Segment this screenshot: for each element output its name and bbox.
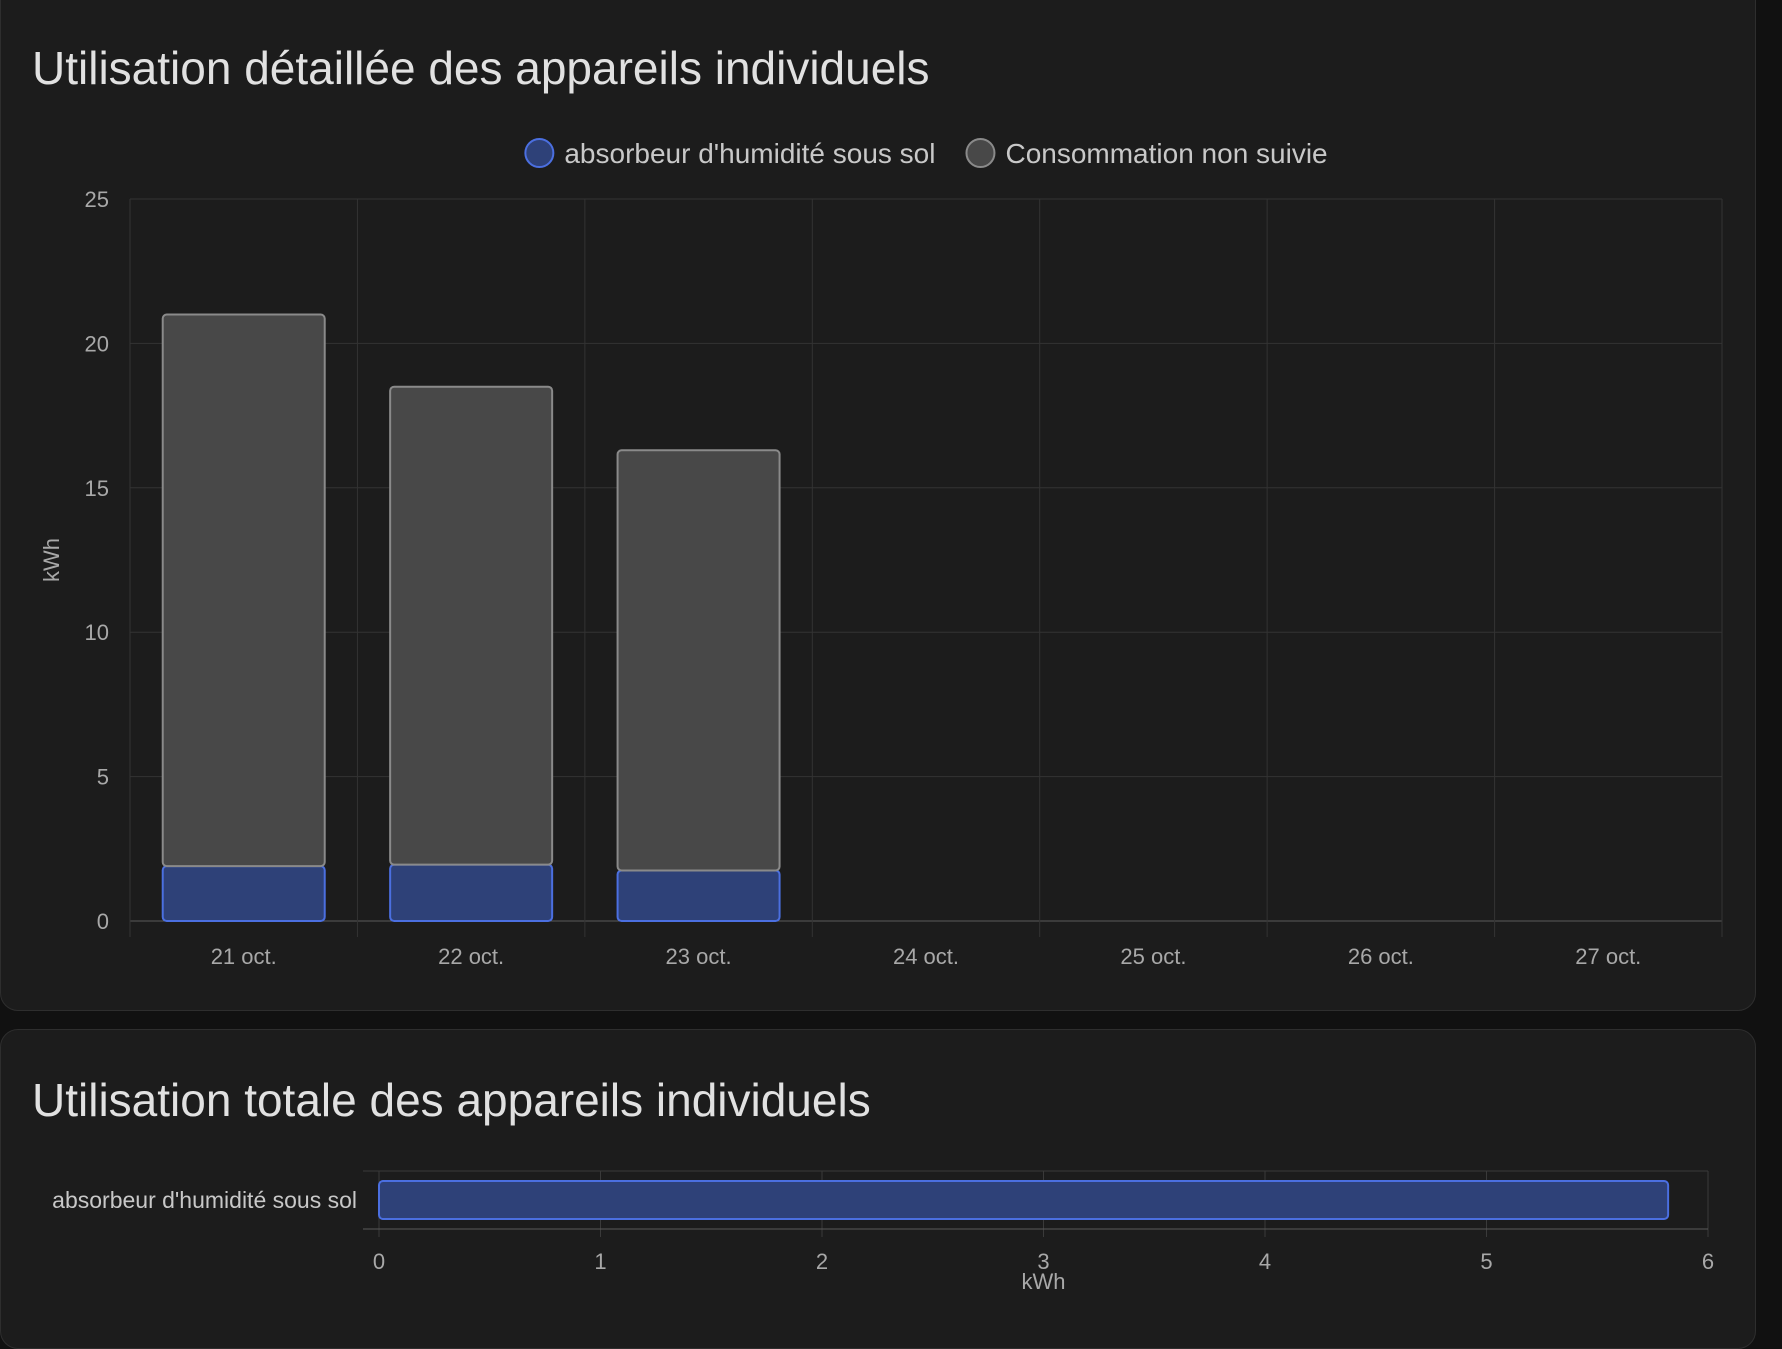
y-tick-label: 5 [97, 765, 109, 790]
detailed-usage-title: Utilisation détaillée des appareils indi… [32, 42, 930, 94]
x-tick-label: 24 oct. [893, 944, 959, 969]
legend-label[interactable]: Consommation non suivie [1005, 138, 1327, 169]
legend-swatch[interactable] [965, 138, 996, 168]
detailed-usage-chart: 0 5 10 15 20 25 kWh 21 oct. 22 oct. 23 oct. 24 oct… [39, 138, 1723, 969]
bar-absorbeur-total[interactable] [378, 1180, 1670, 1220]
y-tick-label: 15 [85, 476, 109, 501]
y-category-label: absorbeur d'humidité sous sol [52, 1187, 357, 1213]
x-tick-label: 27 oct. [1575, 944, 1641, 969]
bar-non-suivie[interactable] [389, 385, 554, 866]
x-tick-label: 6 [1702, 1249, 1714, 1274]
x-tick-label: 3 [1037, 1249, 1049, 1274]
x-tick-label: 0 [373, 1249, 385, 1274]
total-usage-chart: 0 1 2 3 4 5 6 kWh absorbeur d'humidité sous sol [52, 1170, 1714, 1294]
x-tick-label: 21 oct. [211, 944, 277, 969]
legend-label[interactable]: absorbeur d'humidité sous sol [564, 138, 935, 169]
x-tick-label: 26 oct. [1348, 944, 1414, 969]
bar-non-suivie[interactable] [616, 449, 781, 872]
total-usage-title: Utilisation totale des appareils individ… [32, 1074, 871, 1126]
x-tick-label: 2 [816, 1249, 828, 1274]
x-axis-label: kWh [1022, 1269, 1066, 1294]
x-tick-label: 25 oct. [1120, 944, 1186, 969]
y-axis-label: kWh [39, 538, 64, 582]
x-tick-label: 4 [1259, 1249, 1271, 1274]
legend-swatch[interactable] [524, 138, 555, 168]
y-tick-label: 10 [85, 620, 109, 645]
y-tick-label: 25 [85, 187, 109, 212]
x-tick-label: 1 [594, 1249, 606, 1274]
y-tick-label: 0 [97, 909, 109, 934]
y-tick-label: 20 [85, 331, 109, 356]
x-tick-label: 22 oct. [438, 944, 504, 969]
x-tick-label: 5 [1480, 1249, 1492, 1274]
bar-non-suivie[interactable] [161, 313, 326, 868]
x-tick-label: 23 oct. [666, 944, 732, 969]
